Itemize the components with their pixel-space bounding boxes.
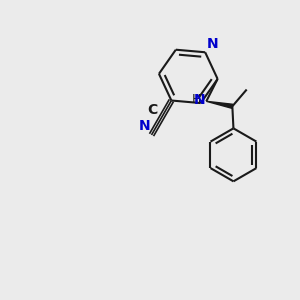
Text: N: N [138,118,150,133]
Text: H: H [192,93,201,106]
Text: N: N [207,37,219,51]
Text: C: C [147,103,158,117]
Polygon shape [206,101,233,108]
Text: N: N [194,93,206,107]
